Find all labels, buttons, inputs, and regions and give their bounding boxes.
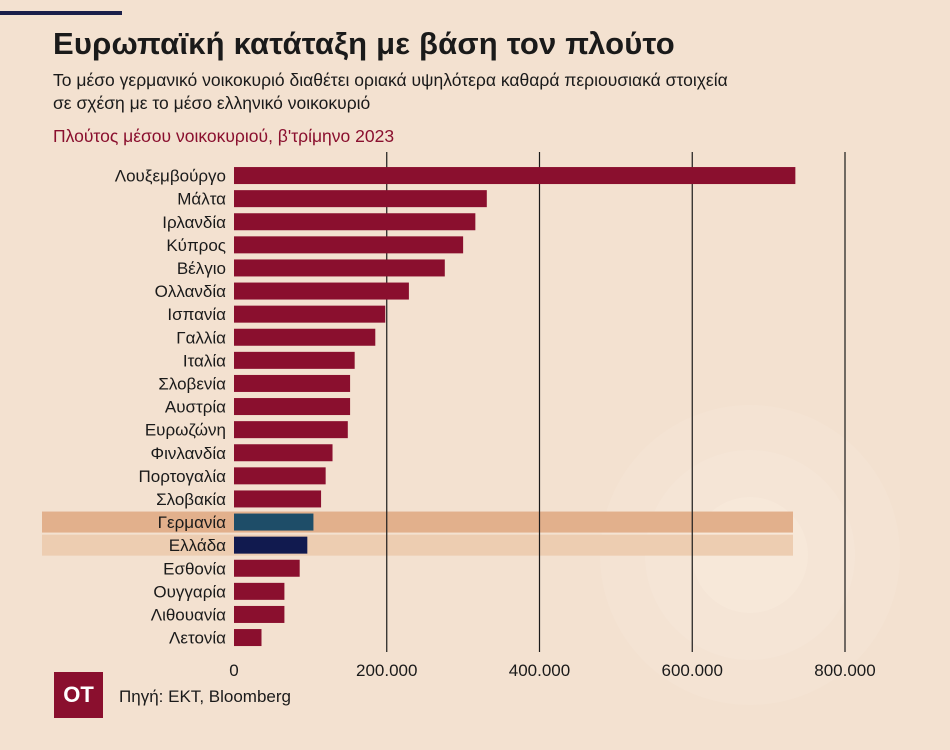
x-tick-label: 0 — [229, 661, 238, 680]
bar-σλοβενία — [234, 374, 351, 392]
category-label: Πορτογαλία — [138, 467, 226, 486]
page-subtitle: Το μέσο γερμανικό νοικοκυριό διαθέτει ορ… — [53, 69, 913, 115]
bar-βέλγιο — [234, 259, 445, 277]
gridlines — [386, 152, 846, 652]
category-label: Ευρωζώνη — [145, 421, 226, 440]
x-tick-label: 600.000 — [662, 661, 723, 680]
category-label: Λιθουανία — [151, 605, 226, 624]
bar-γαλλία — [234, 328, 376, 346]
highlight-band-ελλάδα — [42, 534, 793, 556]
bar-μάλτα — [234, 190, 487, 208]
category-label: Λετονία — [169, 629, 226, 648]
bar-λετονία — [234, 629, 262, 647]
x-tick-label: 800.000 — [814, 661, 875, 680]
category-label: Κύπρος — [166, 236, 226, 255]
category-label: Λουξεμβούργο — [115, 167, 226, 186]
category-label: Ισπανία — [167, 305, 226, 324]
bars — [234, 167, 796, 647]
category-label: Βέλγιο — [177, 259, 226, 278]
category-label: Γαλλία — [176, 328, 226, 347]
bar-ευρωζώνη — [234, 421, 348, 439]
category-label: Ελλάδα — [169, 536, 226, 555]
bar-εσθονία — [234, 559, 300, 577]
bar-ιρλανδία — [234, 213, 476, 231]
bar-ολλανδία — [234, 282, 409, 300]
category-labels: Λουξεμβούργο Μάλτα Ιρλανδία Κύπρος Βέλγιο Ολλ… — [115, 167, 226, 648]
highlight-band-γερμανία — [42, 511, 793, 533]
x-axis-tick-labels: 0 200.000 400.000 600.000 800.000 — [229, 661, 875, 680]
ot-logo: ΟΤ — [54, 672, 103, 718]
bar-αυστρία — [234, 398, 351, 416]
bar-πορτογαλία — [234, 467, 326, 485]
category-label: Εσθονία — [163, 559, 226, 578]
bar-φινλανδία — [234, 444, 333, 462]
bar-ουγγαρία — [234, 582, 285, 600]
category-label: Ολλανδία — [155, 282, 227, 301]
bar-ισπανία — [234, 305, 386, 323]
bar-σλοβακία — [234, 490, 322, 508]
category-label: Αυστρία — [165, 398, 226, 417]
category-label: Σλοβακία — [156, 490, 226, 509]
category-label: Ιταλία — [183, 351, 226, 370]
highlight-bands — [42, 511, 793, 556]
subtitle-line-1: Το μέσο γερμανικό νοικοκυριό διαθέτει ορ… — [53, 70, 728, 90]
x-tick-label: 400.000 — [509, 661, 570, 680]
top-accent-rule — [0, 11, 122, 15]
category-label: Ιρλανδία — [162, 213, 226, 232]
subtitle-line-2: σε σχέση με το μέσο ελληνικό νοικοκυριό — [53, 93, 371, 113]
bar-κύπρος — [234, 236, 464, 254]
category-label: Φινλανδία — [151, 444, 227, 463]
x-tick-label: 200.000 — [356, 661, 417, 680]
source-note: Πηγή: ΕΚΤ, Bloomberg — [119, 687, 291, 706]
category-label: Μάλτα — [177, 190, 226, 209]
bar-λουξεμβούργο — [234, 167, 796, 185]
category-label: Γερμανία — [158, 513, 227, 532]
bar-λιθουανία — [234, 605, 285, 623]
bar-γερμανία — [234, 513, 314, 531]
category-label: Σλοβενία — [158, 374, 226, 393]
bar-ιταλία — [234, 351, 355, 369]
bar-ελλάδα — [234, 536, 308, 554]
page-title: Ευρωπαϊκή κατάταξη με βάση τον πλούτο — [53, 26, 675, 61]
chart-subtitle: Πλούτος μέσου νοικοκυριού, β'τρίμηνο 202… — [53, 126, 395, 146]
category-label: Ουγγαρία — [153, 582, 226, 601]
